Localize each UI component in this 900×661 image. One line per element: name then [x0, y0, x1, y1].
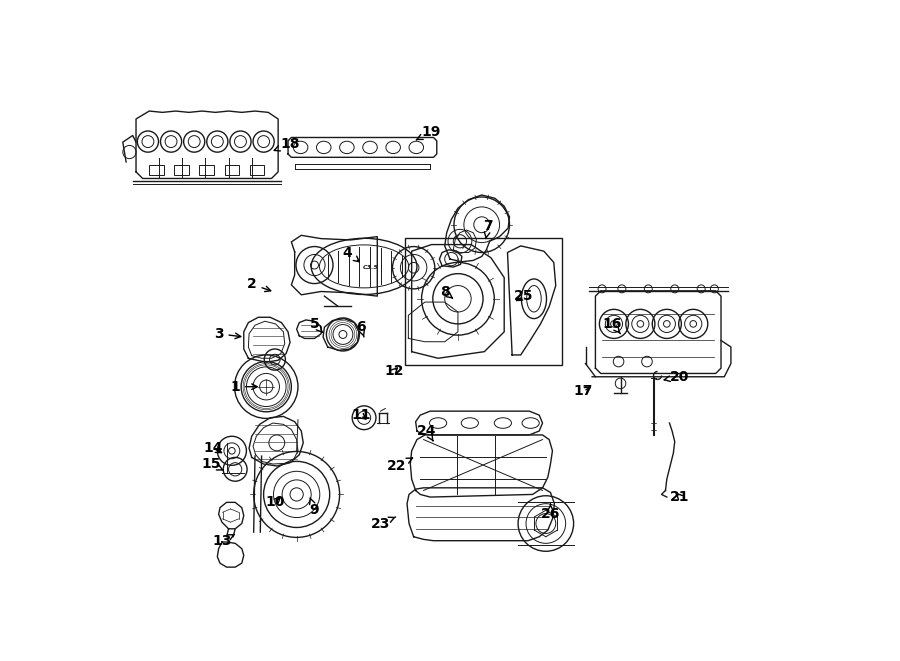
Text: 12: 12: [384, 364, 403, 379]
Text: 6: 6: [356, 320, 365, 337]
Text: 20: 20: [664, 369, 689, 384]
Text: 5: 5: [310, 317, 322, 332]
Text: 1: 1: [230, 379, 257, 394]
Bar: [149, 165, 164, 175]
Text: 8: 8: [440, 285, 453, 299]
Text: 18: 18: [274, 137, 300, 151]
Text: 10: 10: [266, 495, 284, 510]
Text: 24: 24: [417, 424, 436, 441]
Bar: [249, 165, 265, 175]
Text: 17: 17: [574, 384, 593, 399]
Text: 22: 22: [387, 458, 412, 473]
Text: 4: 4: [343, 245, 359, 262]
Text: 7: 7: [483, 219, 493, 239]
Text: 25: 25: [514, 289, 534, 303]
Text: 23: 23: [371, 516, 396, 531]
Text: 2: 2: [247, 277, 271, 292]
Text: 21: 21: [670, 490, 689, 504]
Text: C3.5: C3.5: [363, 265, 379, 270]
Text: 15: 15: [201, 457, 223, 471]
Bar: [225, 165, 239, 175]
Text: 19: 19: [417, 125, 441, 139]
Text: 13: 13: [212, 533, 235, 548]
Text: 9: 9: [310, 498, 320, 518]
Text: 26: 26: [541, 504, 560, 522]
Bar: [405, 238, 562, 365]
Text: 3: 3: [214, 327, 241, 341]
Text: 14: 14: [203, 441, 223, 455]
Bar: [175, 165, 189, 175]
Text: 11: 11: [351, 408, 371, 422]
Bar: [200, 165, 214, 175]
Text: 16: 16: [602, 317, 622, 334]
